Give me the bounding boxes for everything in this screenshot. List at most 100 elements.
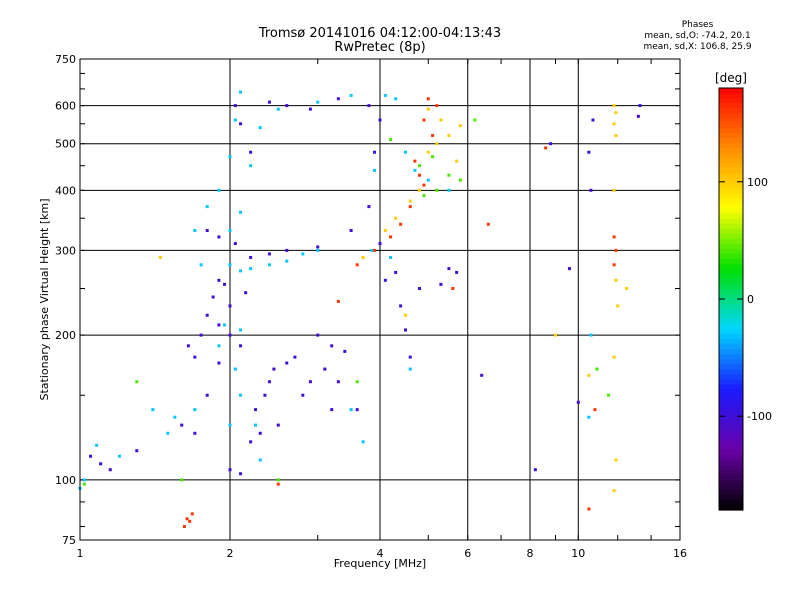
data-point bbox=[263, 393, 267, 397]
data-point bbox=[589, 333, 593, 337]
data-point bbox=[394, 216, 398, 220]
colorbar-band bbox=[719, 263, 743, 270]
data-point bbox=[413, 159, 417, 163]
data-point bbox=[417, 188, 421, 192]
data-point bbox=[239, 393, 243, 397]
data-point bbox=[293, 355, 297, 359]
data-point bbox=[373, 248, 377, 252]
data-point bbox=[185, 517, 189, 521]
colorbar-band bbox=[719, 434, 743, 441]
data-point bbox=[217, 235, 221, 239]
data-point bbox=[349, 93, 353, 97]
data-point bbox=[451, 286, 455, 290]
data-point bbox=[82, 478, 86, 482]
colorbar-band bbox=[719, 203, 743, 210]
data-point bbox=[394, 270, 398, 274]
data-point bbox=[249, 267, 253, 271]
data-point bbox=[408, 205, 412, 209]
data-point bbox=[383, 278, 387, 282]
colorbar-band bbox=[719, 163, 743, 169]
data-point bbox=[182, 525, 186, 529]
data-point bbox=[576, 400, 580, 404]
data-point bbox=[422, 194, 426, 198]
data-point bbox=[486, 222, 490, 226]
data-point bbox=[636, 114, 640, 118]
colorbar-band bbox=[719, 354, 743, 360]
colorbar-band bbox=[719, 414, 743, 421]
colorbar-band bbox=[719, 444, 743, 451]
colorbar-band bbox=[719, 489, 743, 496]
data-point bbox=[180, 478, 184, 482]
colorbar-band bbox=[719, 459, 743, 466]
data-point bbox=[336, 299, 340, 303]
x-tick-label: 16 bbox=[673, 547, 687, 560]
data-point bbox=[249, 150, 253, 154]
colorbar-band bbox=[719, 288, 743, 295]
data-point bbox=[589, 188, 593, 192]
data-point bbox=[233, 242, 237, 246]
data-point bbox=[595, 367, 599, 371]
data-point bbox=[228, 304, 232, 308]
colorbar-band bbox=[719, 228, 743, 235]
data-point bbox=[193, 431, 197, 435]
colorbar-band bbox=[719, 153, 743, 159]
colorbar-band bbox=[719, 283, 743, 290]
data-point bbox=[399, 304, 403, 308]
data-point bbox=[239, 328, 243, 332]
data-point bbox=[336, 97, 340, 101]
data-point bbox=[276, 478, 280, 482]
data-point bbox=[316, 248, 320, 252]
data-point bbox=[593, 408, 597, 412]
data-point bbox=[151, 408, 155, 412]
data-point bbox=[455, 159, 459, 163]
colorbar-band bbox=[719, 359, 743, 365]
data-point bbox=[455, 270, 459, 274]
y-tick-label: 300 bbox=[55, 244, 76, 257]
data-point bbox=[228, 155, 232, 159]
x-tick-label: 2 bbox=[227, 547, 234, 560]
data-point bbox=[612, 188, 616, 192]
data-point bbox=[193, 408, 197, 412]
data-point bbox=[435, 104, 439, 108]
data-point bbox=[205, 205, 209, 209]
data-point bbox=[211, 295, 215, 299]
colorbar-band bbox=[719, 233, 743, 240]
data-point bbox=[99, 462, 103, 466]
data-point bbox=[267, 263, 271, 267]
x-tick-label: 8 bbox=[527, 547, 534, 560]
data-point bbox=[233, 367, 237, 371]
data-point bbox=[567, 267, 571, 271]
data-point bbox=[408, 367, 412, 371]
data-point bbox=[373, 150, 377, 154]
colorbar-band bbox=[719, 178, 743, 185]
data-point bbox=[223, 282, 227, 286]
data-point bbox=[330, 408, 334, 412]
data-point bbox=[607, 393, 611, 397]
data-point bbox=[544, 146, 548, 150]
data-point bbox=[349, 408, 353, 412]
data-point bbox=[587, 415, 591, 419]
data-point bbox=[239, 344, 243, 348]
data-point bbox=[614, 278, 618, 282]
data-point bbox=[413, 168, 417, 172]
data-point bbox=[316, 100, 320, 104]
colorbar-band bbox=[719, 389, 743, 396]
data-point bbox=[233, 118, 237, 122]
data-point bbox=[447, 134, 451, 138]
data-point bbox=[458, 178, 462, 182]
data-point bbox=[336, 380, 340, 384]
data-point bbox=[614, 111, 618, 115]
data-point bbox=[253, 423, 257, 427]
data-point bbox=[173, 415, 177, 419]
colorbar-band bbox=[719, 293, 743, 300]
colorbar-band bbox=[719, 379, 743, 386]
colorbar-band bbox=[719, 324, 743, 330]
colorbar-band bbox=[719, 334, 743, 340]
data-point bbox=[158, 255, 162, 259]
y-tick-label: 750 bbox=[55, 53, 76, 66]
data-point bbox=[135, 380, 139, 384]
data-point bbox=[193, 355, 197, 359]
colorbar-band bbox=[719, 429, 743, 436]
data-point bbox=[625, 286, 629, 290]
data-point bbox=[188, 519, 192, 523]
